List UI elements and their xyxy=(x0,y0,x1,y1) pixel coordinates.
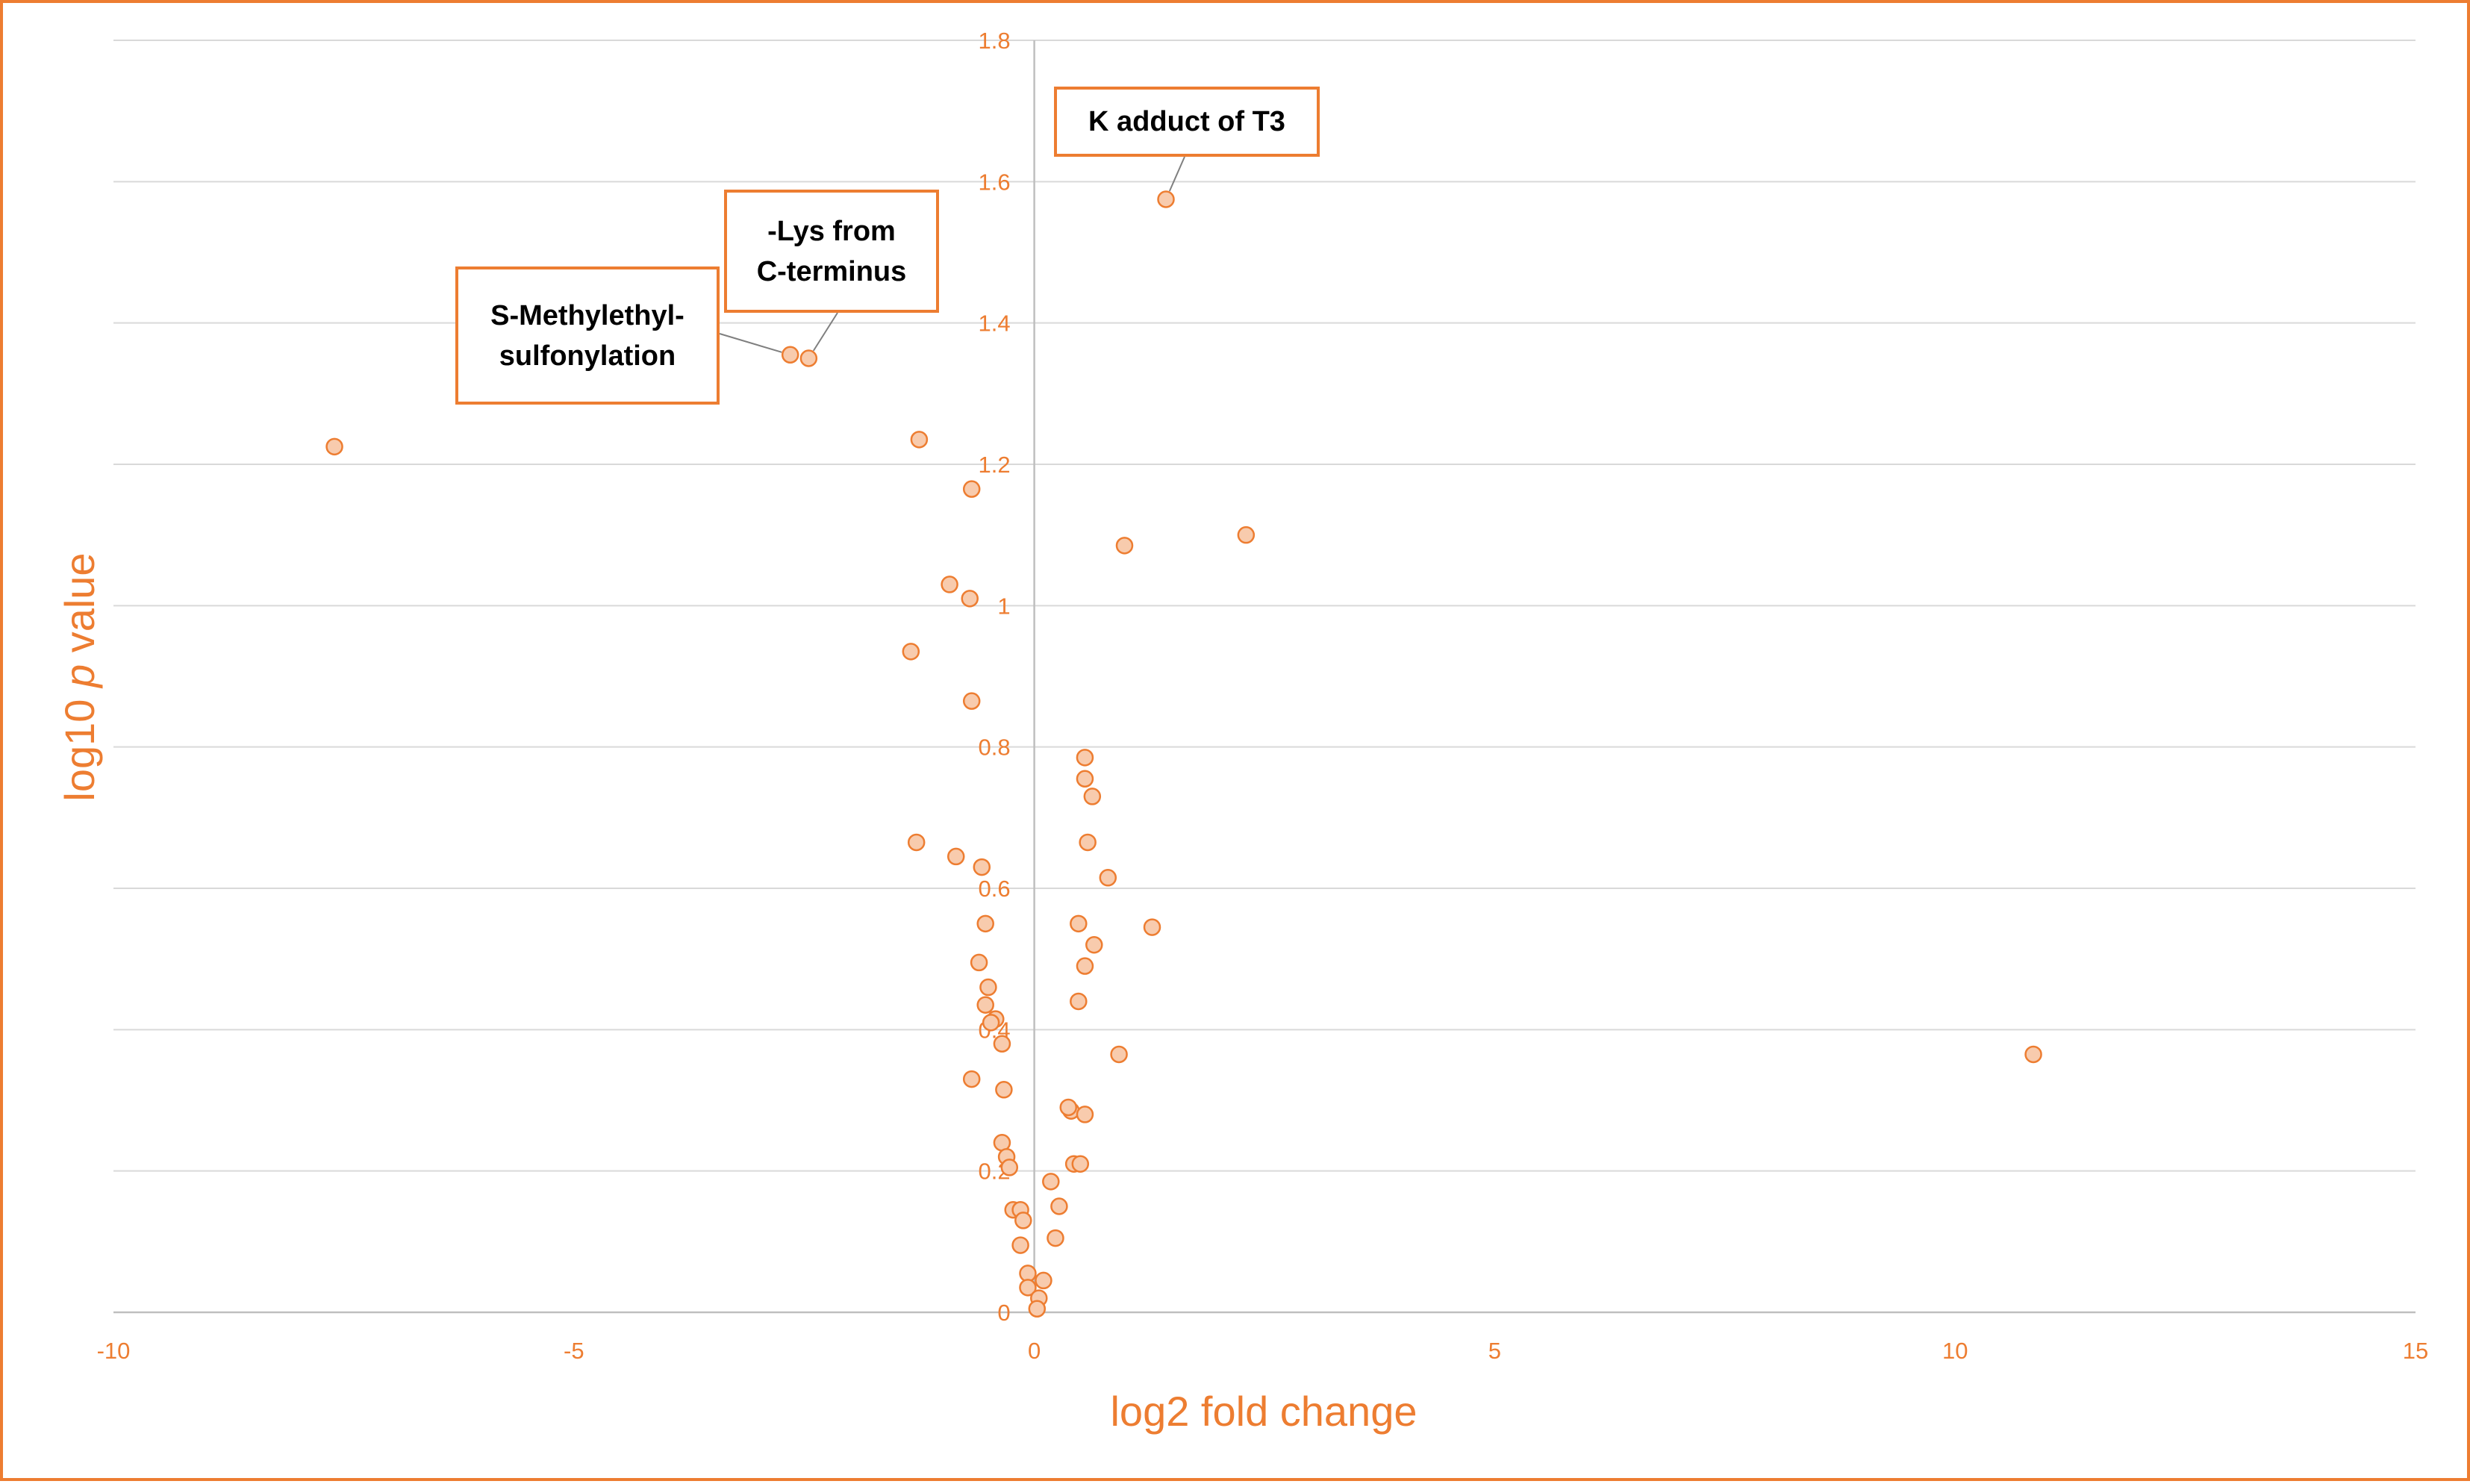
scatter-point xyxy=(1047,1229,1064,1247)
scatter-point xyxy=(979,978,997,997)
scatter-point xyxy=(799,349,818,367)
axes xyxy=(113,40,2416,1314)
callout-lys-c-terminus: -Lys from C-terminus xyxy=(724,190,939,313)
scatter-point xyxy=(1035,1271,1052,1290)
scatter-point xyxy=(1079,833,1097,852)
scatter-point xyxy=(907,833,926,852)
callout-s-methylethyl: S-Methylethyl- sulfonylation xyxy=(455,266,720,405)
scatter-point xyxy=(962,1070,981,1088)
callout-leader-s-methylethyl xyxy=(719,333,782,353)
y-axis-title-prefix: log10 xyxy=(56,688,103,802)
scatter-point xyxy=(1115,537,1134,555)
scatter-point xyxy=(910,431,929,449)
scatter-point xyxy=(1019,1279,1037,1297)
scatter-point xyxy=(1083,788,1102,805)
scatter-point xyxy=(1076,957,1094,975)
scatter-point xyxy=(941,576,958,593)
callout-s-methyl-line-1: S-Methylethyl- xyxy=(490,299,684,331)
scatter-point xyxy=(1071,1155,1090,1173)
scatter-point xyxy=(982,1014,1000,1032)
scatter-point xyxy=(1000,1159,1019,1176)
y-tick-label: 1.6 xyxy=(978,169,1010,195)
y-tick-label: 0 xyxy=(997,1300,1010,1326)
scatter-point xyxy=(976,996,994,1014)
scatter-point xyxy=(1059,1098,1077,1117)
y-tick-label: 1.8 xyxy=(978,28,1010,54)
scatter-point xyxy=(962,692,981,710)
scatter-point xyxy=(1110,1045,1128,1064)
scatter-point xyxy=(2024,1045,2042,1064)
scatter-point xyxy=(1143,918,1161,936)
callout-leader-k-adduct xyxy=(1168,156,1185,192)
y-axis-title-suffix: value xyxy=(56,552,103,664)
scatter-point xyxy=(961,590,979,608)
scatter-point xyxy=(1157,190,1175,208)
callout-k-adduct-text: K adduct of T3 xyxy=(1088,106,1285,137)
data-points xyxy=(325,190,2042,1318)
y-tick-label: 1.4 xyxy=(978,311,1010,337)
x-tick-label: 5 xyxy=(1488,1338,1501,1364)
y-axis-title-variable: p xyxy=(56,664,103,689)
scatter-point xyxy=(1085,935,1103,954)
y-tick-label: 0.6 xyxy=(978,876,1010,902)
scatter-point xyxy=(946,847,965,866)
callout-leaders xyxy=(719,156,1185,353)
scatter-point xyxy=(993,1035,1011,1053)
gridlines xyxy=(113,40,2416,1172)
scatter-point xyxy=(1076,749,1094,767)
scatter-point xyxy=(962,480,981,498)
x-tick-label: -10 xyxy=(97,1338,131,1364)
scatter-point xyxy=(1014,1212,1032,1229)
scatter-point xyxy=(1042,1173,1060,1191)
scatter-point xyxy=(995,1081,1013,1099)
scatter-point xyxy=(1011,1236,1029,1254)
y-tick-label: 0.8 xyxy=(978,735,1010,761)
callout-leader-lys-c-terminus xyxy=(812,312,838,352)
scatter-point xyxy=(973,858,991,876)
callout-s-methyl-line-2: sulfonylation xyxy=(499,340,676,372)
callout-k-adduct: K adduct of T3 xyxy=(1054,87,1320,157)
scatter-point xyxy=(902,643,920,661)
scatter-point xyxy=(1076,770,1094,788)
y-tick-label: 1.2 xyxy=(978,452,1010,478)
scatter-point xyxy=(1050,1197,1068,1215)
x-tick-label: -5 xyxy=(564,1338,584,1364)
callout-lys-line-1: -Lys from xyxy=(767,215,896,247)
x-tick-label: 10 xyxy=(1942,1338,1968,1364)
scatter-point xyxy=(781,346,799,364)
x-tick-label: 15 xyxy=(2403,1338,2428,1364)
scatter-point xyxy=(1070,992,1088,1011)
x-axis-title: log2 fold change xyxy=(1110,1388,1417,1435)
scatter-point xyxy=(976,914,994,933)
scatter-point xyxy=(1070,914,1088,933)
scatter-point xyxy=(325,437,343,456)
x-tick-label: 0 xyxy=(1028,1338,1041,1364)
scatter-point xyxy=(1076,1106,1094,1123)
y-tick-label: 1 xyxy=(997,593,1010,619)
scatter-point xyxy=(1237,526,1256,544)
callout-lys-line-2: C-terminus xyxy=(756,255,907,287)
y-axis-title: log10 p value xyxy=(56,552,103,801)
scatter-point xyxy=(1099,869,1117,887)
scatter-point xyxy=(1028,1300,1047,1318)
scatter-point xyxy=(970,953,988,972)
